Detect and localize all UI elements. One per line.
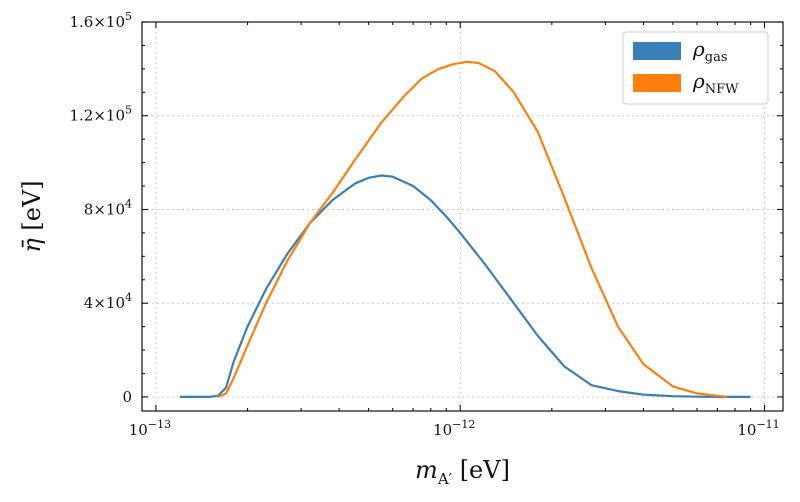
x-tick-label: 10−13	[129, 418, 171, 439]
x-tick-label: 10−11	[737, 418, 779, 439]
y-axis-label-unit: [eV]	[18, 180, 46, 238]
legend-label-gas-symbol: ρ	[692, 37, 705, 61]
legend-label-nfw-symbol: ρ	[692, 69, 705, 93]
x-axis-label-symbol: m	[415, 456, 438, 484]
y-tick-label: 4×104	[84, 291, 132, 312]
legend-label-nfw: ρNFW	[692, 69, 739, 97]
y-tick-label: 1.6×105	[69, 10, 132, 31]
legend-label-gas: ρgas	[692, 37, 728, 65]
x-axis-label: mA′ [eV]	[415, 456, 510, 488]
axis-ticks: 0 4×104 8×104 1.2×105 1.6×105 10−13 10−12 10−11	[69, 10, 783, 439]
series-line-gas	[180, 174, 751, 398]
y-tick-label: 0	[122, 388, 132, 406]
y-axis-label: η̄ [eV]	[18, 180, 46, 252]
legend-swatch-gas	[633, 42, 681, 60]
legend-swatch-nfw	[633, 74, 681, 92]
y-axis-label-symbol: η̄	[18, 238, 46, 253]
legend-label-nfw-subscript: NFW	[705, 82, 739, 97]
x-axis-label-subscript: A′	[437, 470, 453, 488]
legend-label-gas-subscript: gas	[705, 50, 728, 65]
y-tick-label: 8×104	[84, 197, 132, 218]
series-line-nfw	[217, 60, 727, 398]
x-tick-label: 10−12	[433, 418, 475, 439]
legend: ρgas ρNFW	[622, 31, 769, 105]
series-lines	[180, 60, 751, 398]
y-tick-label: 1.2×105	[69, 104, 132, 125]
plot-frame	[141, 21, 784, 412]
x-axis-label-unit: [eV]	[452, 456, 510, 484]
